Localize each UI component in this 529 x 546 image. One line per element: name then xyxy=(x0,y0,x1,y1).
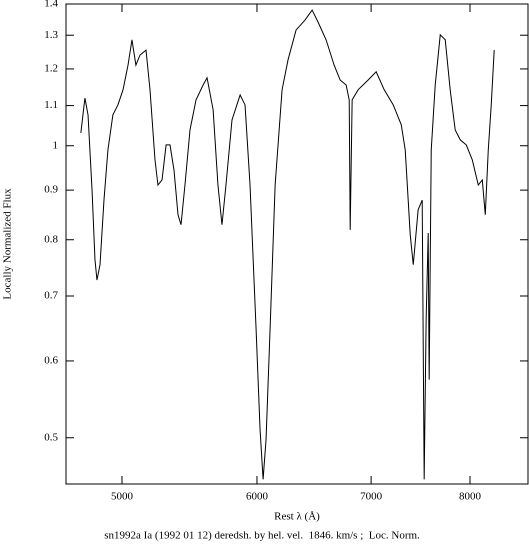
y-tick-label: 1.4 xyxy=(44,0,58,10)
y-tick-label: 0.7 xyxy=(44,290,58,302)
spectrum-line xyxy=(80,9,495,480)
plot-frame xyxy=(65,3,529,485)
y-tick-label: 0.8 xyxy=(44,233,58,245)
y-tick-label: 0.5 xyxy=(44,431,58,443)
x-tick-label: 8000 xyxy=(459,491,482,503)
x-tick-label: 6000 xyxy=(246,491,269,503)
y-tick-label: 1.1 xyxy=(44,99,58,111)
y-tick-label: 1 xyxy=(53,139,59,151)
caption: sn1992a Ia (1992 01 12) deredsh. by hel.… xyxy=(104,530,420,542)
y-axis-label: Locally Normalized Flux xyxy=(2,188,14,300)
y-tick-label: 1.3 xyxy=(44,29,58,41)
x-axis-label: Rest λ (Å) xyxy=(274,511,320,523)
y-tick-label: 0.9 xyxy=(44,184,58,196)
x-tick-label: 5000 xyxy=(111,491,134,503)
y-tick-label: 1.2 xyxy=(44,62,58,74)
x-tick-label: 7000 xyxy=(360,491,383,503)
y-tick-label: 0.6 xyxy=(44,354,58,366)
